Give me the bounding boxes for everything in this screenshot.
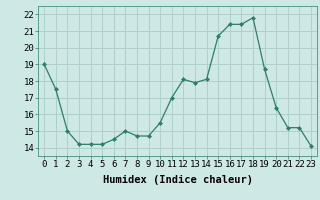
X-axis label: Humidex (Indice chaleur): Humidex (Indice chaleur) (103, 175, 252, 185)
